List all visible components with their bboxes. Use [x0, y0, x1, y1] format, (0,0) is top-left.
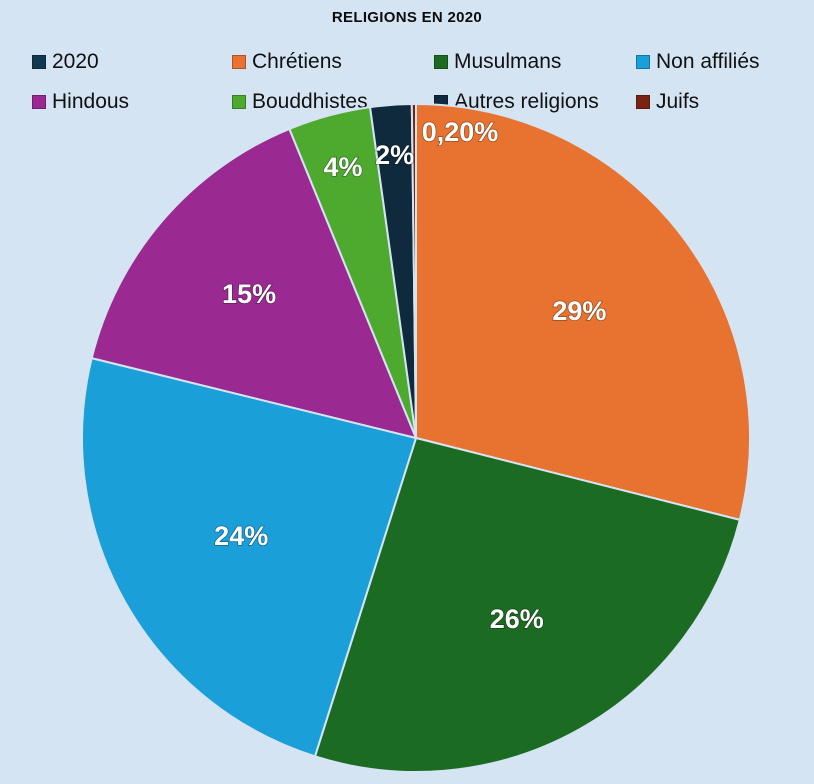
legend-item-non-affilies: Non affiliés	[636, 50, 760, 74]
legend-label: Bouddhistes	[252, 90, 368, 113]
legend-label: Chrétiens	[252, 50, 342, 73]
data-label: 0,20%	[422, 117, 499, 147]
legend-item-hindous: Hindous	[32, 90, 129, 114]
legend-swatch	[636, 55, 650, 69]
legend-swatch	[32, 55, 46, 69]
data-label: 2%	[375, 140, 414, 170]
legend-swatch	[32, 95, 46, 109]
legend-label: Musulmans	[454, 50, 562, 73]
legend-item-bouddhistes: Bouddhistes	[232, 90, 368, 114]
legend-label: 2020	[52, 50, 99, 73]
pie-slice-chr-tiens	[415, 102, 751, 522]
legend-item-juifs: Juifs	[636, 90, 699, 114]
legend-item-musulmans: Musulmans	[434, 50, 561, 74]
legend-swatch	[636, 95, 650, 109]
legend-label: Juifs	[656, 90, 700, 113]
legend-item-2020: 2020	[32, 50, 99, 74]
data-label: 15%	[222, 279, 276, 309]
legend-label: Non affiliés	[656, 50, 760, 73]
data-label: 26%	[490, 604, 544, 634]
pie-slice-musulmans	[313, 436, 742, 773]
legend-item-chretiens: Chrétiens	[232, 50, 342, 74]
chart-title: RELIGIONS EN 2020	[331, 9, 483, 26]
data-label: 29%	[552, 296, 606, 326]
legend-swatch	[232, 95, 246, 109]
pie-slice-juifs	[410, 102, 417, 439]
chart-legend: 2020 Chrétiens Musulmans Non affiliés Hi…	[0, 46, 814, 126]
pie-slice-non-affili-s	[81, 356, 418, 758]
legend-swatch	[232, 55, 246, 69]
pie-slice-hindous	[90, 127, 418, 440]
data-label: 4%	[323, 152, 362, 182]
legend-label: Hindous	[52, 90, 130, 113]
data-label: 24%	[214, 521, 268, 551]
legend-label: Autres religions	[454, 90, 599, 113]
legend-swatch	[434, 55, 448, 69]
